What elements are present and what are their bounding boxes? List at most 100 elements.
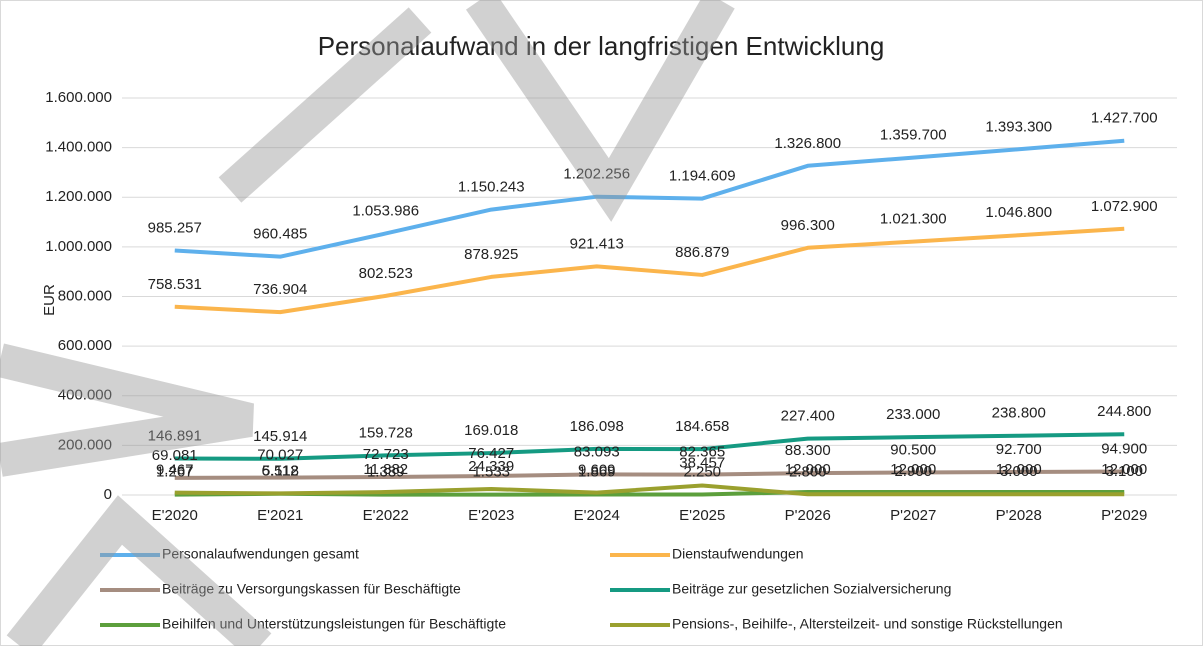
data-label: 1.053.986 — [352, 202, 419, 219]
data-label: 1.072.900 — [1091, 198, 1158, 215]
data-label: 12.000 — [890, 461, 936, 478]
data-label: 1.389 — [367, 464, 405, 481]
data-label: 1.869 — [578, 464, 616, 481]
data-label: 736.904 — [253, 281, 307, 298]
watermark-stroke — [465, 0, 735, 222]
data-label: 921.413 — [570, 235, 624, 252]
data-label: 82.365 — [679, 444, 725, 461]
data-label: 9.609 — [578, 462, 616, 479]
data-label: 1.194.609 — [669, 168, 736, 185]
x-tick-label: E'2021 — [257, 507, 303, 524]
data-label: 878.925 — [464, 246, 518, 263]
data-label: 1.393.300 — [985, 118, 1052, 135]
y-tick-label: 800.000 — [58, 287, 112, 304]
data-label: 802.523 — [359, 265, 413, 282]
y-axis-title: EUR — [41, 284, 58, 316]
x-tick-label: E'2025 — [679, 507, 725, 524]
data-label: 985.257 — [148, 220, 202, 237]
data-label: 3.100 — [1105, 463, 1143, 480]
x-tick-label: P'2026 — [785, 507, 831, 524]
series-line — [174, 483, 1125, 497]
y-tick-label: 0 — [104, 486, 112, 503]
data-label: 1.267 — [156, 464, 194, 481]
y-tick-label: 1.600.000 — [45, 89, 112, 106]
data-label: 11.882 — [363, 461, 408, 478]
data-label: 886.879 — [675, 244, 729, 261]
x-tick-label: E'2023 — [468, 507, 514, 524]
data-label: 72.723 — [363, 446, 409, 463]
data-label: 24.339 — [468, 458, 514, 475]
legend-label: Pensions-, Beihilfe-, Altersteilzeit- un… — [672, 616, 1063, 632]
data-label: 12.000 — [785, 461, 831, 478]
data-label: 169.018 — [464, 422, 518, 439]
data-label: 2.800 — [789, 463, 827, 480]
data-label: 146.891 — [148, 428, 202, 445]
data-label: 2.900 — [894, 463, 932, 480]
data-label: 1.326.800 — [774, 135, 841, 152]
data-label: 3.000 — [1000, 463, 1038, 480]
data-label: 233.000 — [886, 406, 940, 423]
data-label: 1.021.300 — [880, 211, 947, 228]
y-tick-label: 200.000 — [58, 436, 112, 453]
series-line — [174, 469, 1125, 480]
series-line — [174, 432, 1125, 461]
data-label: 960.485 — [253, 226, 307, 243]
data-label: 2.250 — [683, 463, 721, 480]
watermark-stroke — [218, 7, 432, 203]
watermark — [0, 0, 735, 646]
data-label: 94.900 — [1101, 440, 1147, 457]
data-label: 6.518 — [261, 462, 299, 479]
data-label: 69.081 — [152, 447, 198, 464]
data-label: 1.427.700 — [1091, 110, 1158, 127]
data-label: 38.457 — [679, 454, 725, 471]
data-label: 227.400 — [781, 408, 835, 425]
data-label: 12.000 — [996, 461, 1042, 478]
data-label: 159.728 — [359, 424, 413, 441]
data-label: 1.046.800 — [985, 204, 1052, 221]
data-label: 145.914 — [253, 428, 307, 445]
legend-label: Beihilfen und Unterstützungsleistungen f… — [162, 616, 506, 632]
data-label: 92.700 — [996, 441, 1042, 458]
data-label: 186.098 — [570, 418, 624, 435]
y-tick-label: 1.400.000 — [45, 139, 112, 156]
data-label: 88.300 — [785, 442, 831, 459]
data-label: 9.467 — [156, 462, 194, 479]
data-label: 1.150.243 — [458, 179, 525, 196]
legend-label: Personalaufwendungen gesamt — [162, 546, 359, 562]
data-label: 12.000 — [1101, 461, 1147, 478]
data-label: 1.359.700 — [880, 127, 947, 144]
data-label: 1.202.256 — [563, 166, 630, 183]
y-tick-label: 1.200.000 — [45, 188, 112, 205]
data-label: 1.533 — [472, 464, 510, 481]
x-tick-label: E'2022 — [363, 507, 409, 524]
x-tick-label: E'2024 — [574, 507, 620, 524]
data-label: 184.658 — [675, 418, 729, 435]
data-label: 83.093 — [574, 443, 620, 460]
legend-label: Dienstaufwendungen — [672, 546, 804, 562]
y-tick-label: 1.000.000 — [45, 238, 112, 255]
y-tick-label: 600.000 — [58, 337, 112, 354]
plot: 0 200.000 400.000 600.000 800.000 1.000.000 1.… — [45, 89, 1177, 632]
data-label: 76.427 — [468, 445, 514, 462]
x-tick-label: P'2029 — [1101, 507, 1147, 524]
x-tick-label: P'2028 — [996, 507, 1042, 524]
watermark-stroke — [6, 495, 272, 646]
data-label: 758.531 — [148, 276, 202, 293]
legend-label: Beiträge zur gesetzlichen Sozialversiche… — [672, 581, 951, 597]
data-label: 5.112 — [262, 463, 298, 480]
data-label: 244.800 — [1097, 403, 1151, 420]
series-line — [174, 226, 1125, 315]
series-line — [174, 138, 1125, 259]
x-tick-label: E'2020 — [152, 507, 198, 524]
data-label: 238.800 — [992, 405, 1046, 422]
data-label: 70.027 — [257, 447, 303, 464]
watermark-stroke — [0, 343, 254, 477]
x-tick-label: P'2027 — [890, 507, 936, 524]
legend-label: Beiträge zu Versorgungskassen für Beschä… — [162, 581, 461, 597]
data-label: 90.500 — [890, 442, 936, 459]
data-label: 996.300 — [781, 217, 835, 234]
chart-title: Personalaufwand in der langfristigen Ent… — [318, 31, 885, 61]
y-tick-label: 400.000 — [58, 387, 112, 404]
